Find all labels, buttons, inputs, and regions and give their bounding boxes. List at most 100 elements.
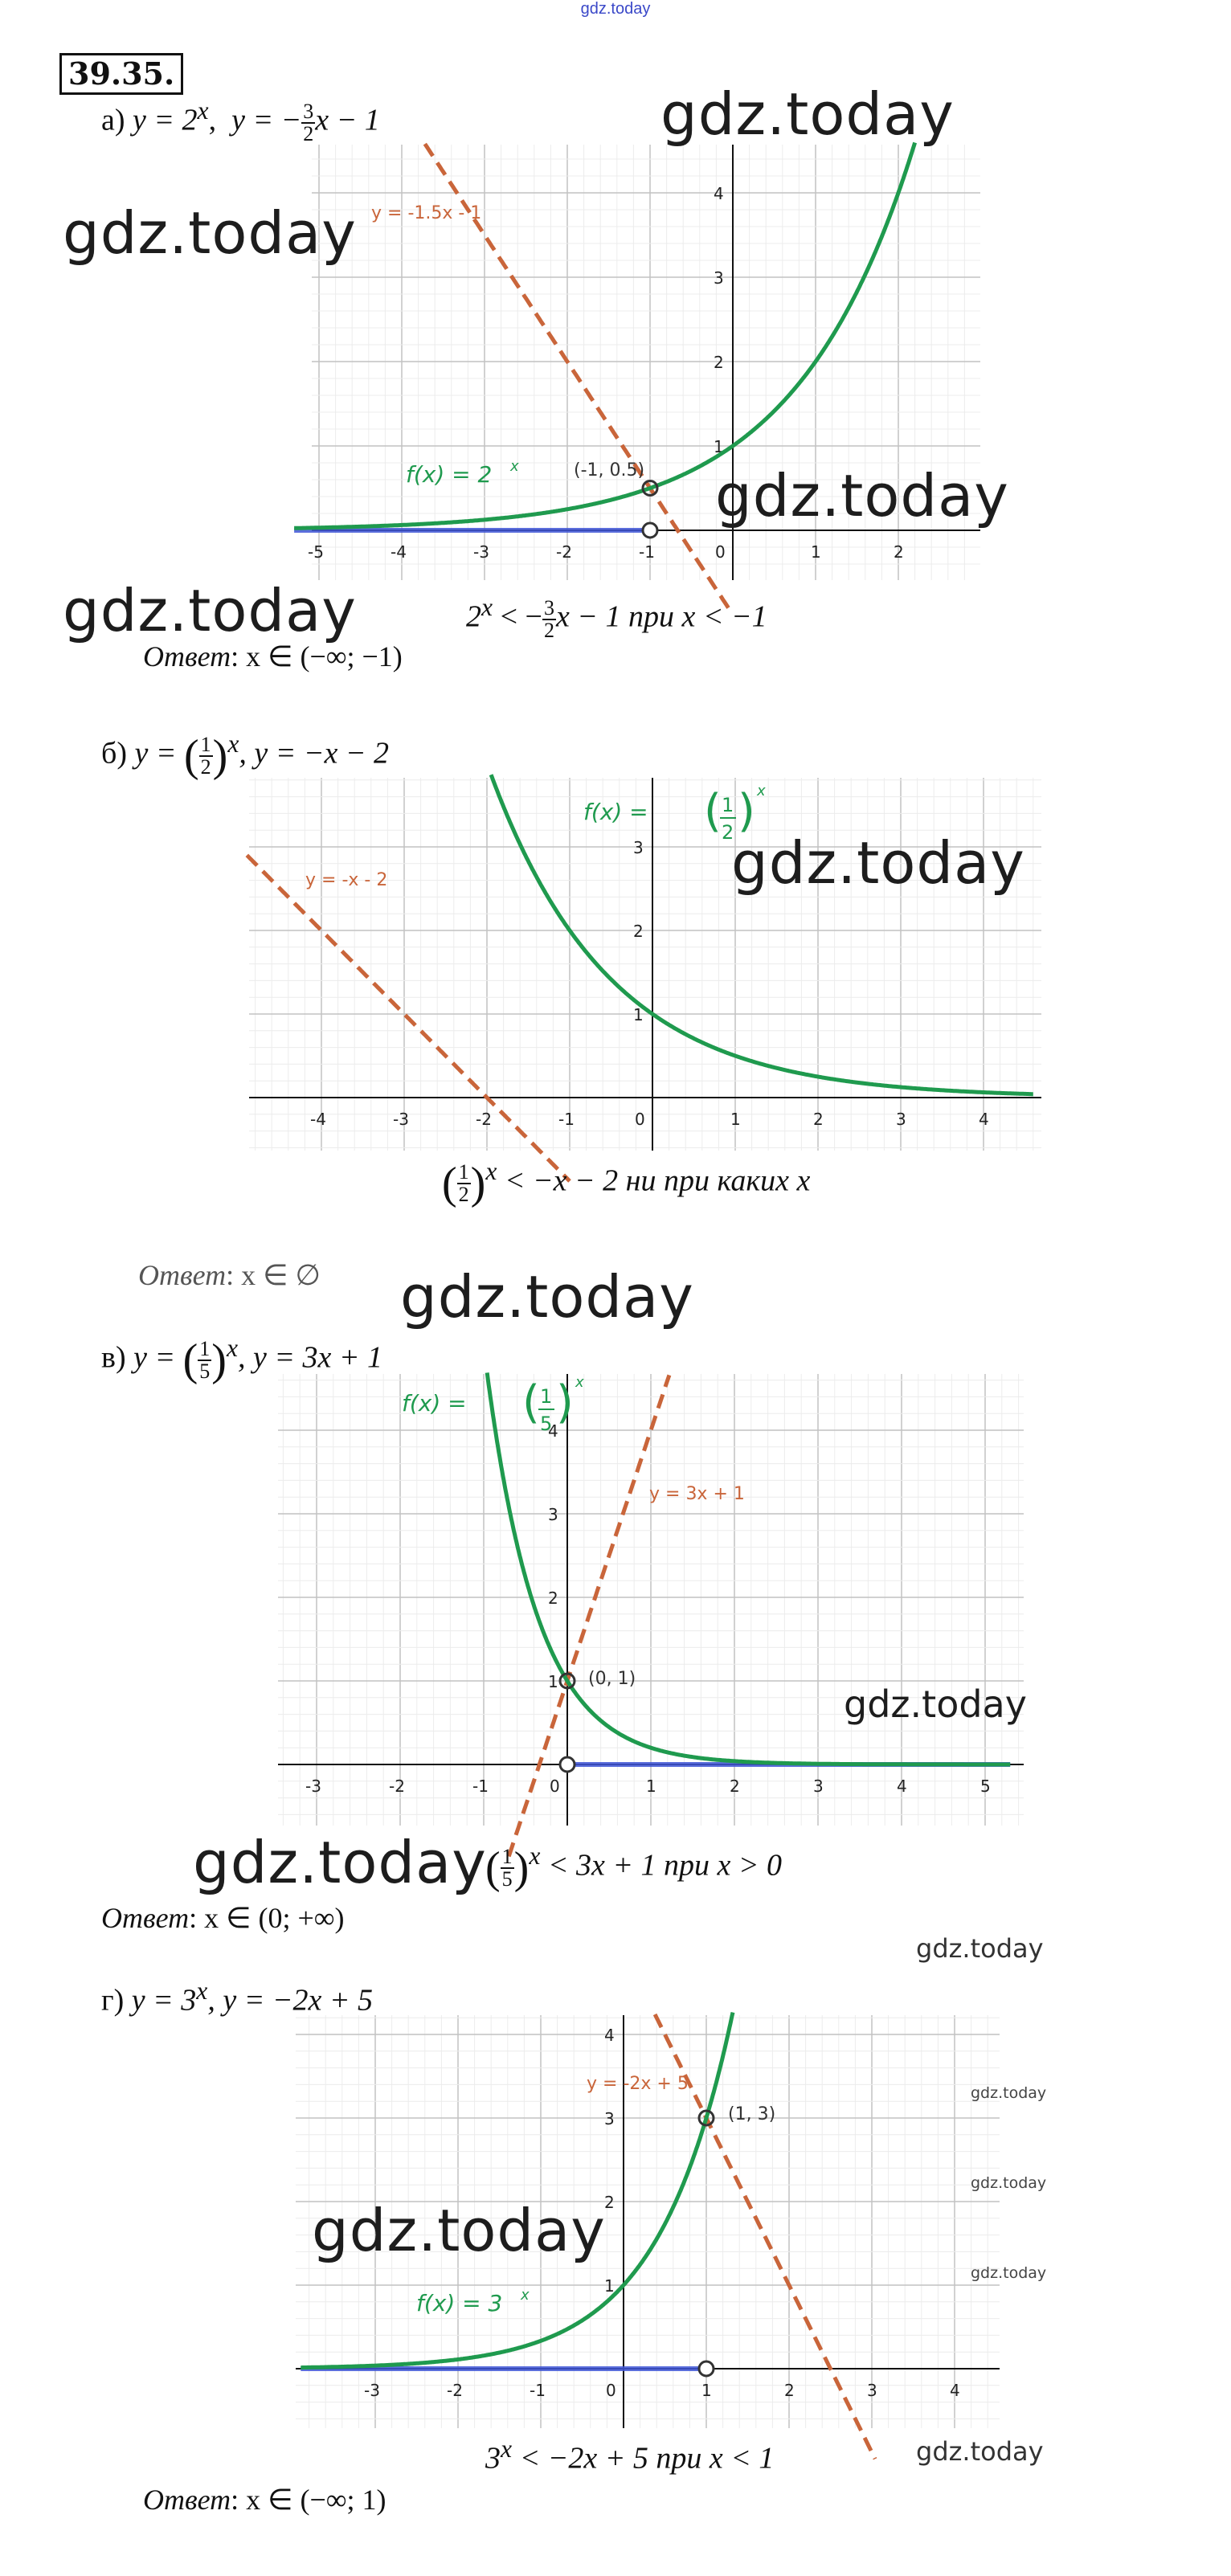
part-b-ineq-exp: x: [485, 1157, 497, 1185]
y-tick-label: 1: [548, 1672, 558, 1691]
part-d-func1: y = 3: [131, 1983, 197, 2018]
x-tick-label: -2: [389, 1777, 405, 1796]
part-d-ineq-base: 3: [485, 2441, 501, 2476]
part-c-answer-value: : x ∈ (0; +∞): [189, 1902, 345, 1934]
exponential-curve: [301, 2012, 735, 2370]
part-d-letter: г): [101, 1983, 125, 2018]
curve-label: f(x) = 2: [406, 461, 492, 488]
curve-label: f(x) =: [402, 1390, 467, 1417]
x-tick-label: -2: [556, 542, 572, 562]
x-tick-label: -1: [472, 1777, 489, 1796]
part-a-task: а) y = 2x, y = −3 2 x − 1: [101, 96, 380, 145]
intersection-point: [558, 1672, 576, 1690]
part-d-answer-value: : x ∈ (−∞; 1): [231, 2484, 386, 2516]
part-a-ineq-base: 2: [466, 599, 481, 634]
part-d-ineq-post: < −2x + 5 при x < 1: [512, 2441, 775, 2476]
x-tick-label: -4: [310, 1110, 326, 1129]
curve-label-exp: x: [509, 458, 519, 475]
watermark: gdz.today: [971, 2264, 1047, 2282]
x-tick-label: 2: [813, 1110, 824, 1129]
x-tick-label: 4: [979, 1110, 989, 1129]
watermark: gdz.today: [971, 2174, 1047, 2192]
x-tick-label: -1: [639, 542, 655, 562]
boundary-point: [697, 2360, 715, 2378]
x-tick-label: -3: [393, 1110, 409, 1129]
curve-label-paren: (: [522, 1376, 540, 1429]
x-tick-label: 2: [784, 2381, 795, 2400]
watermark: gdz.today: [312, 2197, 606, 2264]
part-a-answer: Ответ: x ∈ (−∞; −1): [143, 640, 403, 673]
part-a-ineq-mid: < −: [493, 599, 542, 634]
linear-function-line: [652, 2013, 877, 2460]
watermark: gdz.today: [660, 80, 955, 148]
part-b-letter: б): [101, 736, 127, 771]
x-tick-label: -3: [473, 542, 489, 562]
point-label: (0, 1): [588, 1669, 636, 1689]
x-tick-label: 3: [867, 2381, 877, 2400]
x-tick-label: 5: [980, 1777, 991, 1796]
x-tick-label: 4: [897, 1777, 907, 1796]
part-c-func2: , y = 3x + 1: [238, 1340, 383, 1375]
x-tick-label: -1: [530, 2381, 546, 2400]
part-c-func1: y =: [133, 1340, 183, 1375]
part-b-func2: , y = −x − 2: [239, 736, 390, 771]
part-b-func1: y =: [134, 736, 185, 771]
watermark: gdz.today: [193, 1829, 487, 1896]
y-tick-label: 3: [714, 268, 724, 288]
curve-label-num: 1: [540, 1385, 552, 1408]
curve-label-paren: ): [556, 1376, 574, 1429]
x-tick-label: -2: [476, 1110, 492, 1129]
y-tick-label: 2: [604, 2193, 615, 2212]
x-tick-label: -3: [305, 1777, 321, 1796]
part-d-answer: Ответ: x ∈ (−∞; 1): [143, 2483, 386, 2517]
watermark: gdz.today: [971, 2084, 1047, 2102]
line-label: y = 3x + 1: [649, 1484, 745, 1504]
exponential-curve: [485, 1372, 1011, 1767]
intersection-point: [641, 480, 659, 497]
part-a-letter: а): [101, 103, 125, 137]
part-a-func1: y = 2: [133, 103, 198, 137]
x-tick-label: 0: [715, 542, 726, 562]
x-tick-label: 1: [730, 1110, 741, 1129]
x-tick-label: 1: [811, 542, 821, 562]
part-a-inequality: 2x < −3 2 x − 1 при x < −1: [466, 593, 767, 641]
x-tick-label: -2: [447, 2381, 463, 2400]
y-tick-label: 1: [633, 1005, 644, 1024]
part-a-answer-value: : x ∈ (−∞; −1): [231, 640, 403, 673]
x-tick-label: 0: [550, 1777, 560, 1796]
part-d-func1-exp: x: [196, 1977, 208, 2005]
part-d-inequality: 3x < −2x + 5 при x < 1: [485, 2435, 774, 2476]
part-a-ineq-exp: x: [481, 593, 493, 621]
linear-function-line: [423, 142, 734, 614]
watermark: gdz.today: [715, 462, 1009, 530]
y-tick-label: 1: [604, 2276, 615, 2296]
part-c-ineq-exp: x: [529, 1842, 541, 1870]
x-tick-label: 1: [646, 1777, 656, 1796]
line-label: y = -x - 2: [305, 870, 387, 890]
x-tick-label: 2: [894, 542, 904, 562]
x-tick-label: 3: [813, 1777, 824, 1796]
part-b-answer-value: : x ∈ ∅: [226, 1259, 321, 1291]
x-tick-label: 2: [730, 1777, 740, 1796]
curve-label: f(x) =: [583, 799, 648, 825]
point-label: (-1, 0.5): [574, 460, 644, 480]
curve-label-paren: ): [738, 785, 755, 837]
point-label: (1, 3): [728, 2104, 775, 2124]
part-b-task: б) y = (1 2)x, y = −x − 2: [101, 730, 390, 781]
line-label: y = -1.5x - 1: [371, 203, 481, 223]
linear-function-line: [245, 853, 571, 1183]
part-a-func1-exp: x: [197, 96, 209, 125]
curve-label-num: 1: [722, 794, 734, 816]
x-tick-label: 4: [950, 2381, 960, 2400]
top-watermark: gdz.today: [580, 0, 651, 18]
curve-label: f(x) = 3: [416, 2290, 502, 2316]
part-c-ineq-post: < 3x + 1 при x > 0: [540, 1848, 783, 1883]
part-b-answer-label: Ответ: [138, 1259, 227, 1291]
part-d-ineq-exp: x: [501, 2435, 513, 2463]
y-tick-label: 4: [714, 184, 724, 203]
watermark: gdz.today: [844, 1683, 1027, 1726]
